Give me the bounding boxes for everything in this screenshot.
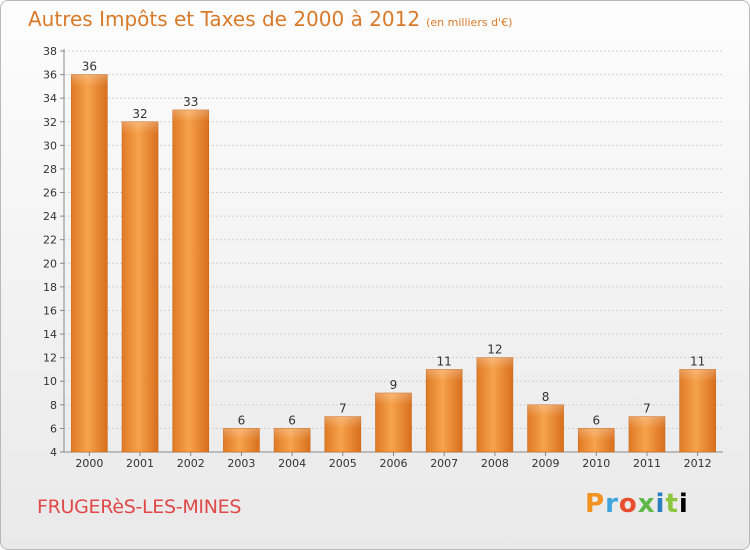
- bar-highlight: [628, 416, 665, 429]
- bar-highlight: [679, 369, 716, 382]
- y-tick-label: 30: [43, 139, 57, 152]
- x-tick-label: 2000: [75, 457, 103, 470]
- y-tick-label: 8: [50, 399, 57, 412]
- y-tick-label: 26: [43, 187, 57, 200]
- bar: [425, 369, 463, 453]
- bar-highlight: [172, 109, 209, 122]
- y-tick-label: 22: [43, 234, 57, 247]
- bar-value-label: 6: [288, 413, 296, 427]
- bar-value-label: 33: [183, 95, 198, 109]
- bar-highlight: [375, 393, 412, 406]
- bar-value-label: 11: [437, 354, 452, 368]
- x-tick-label: 2006: [380, 457, 408, 470]
- bar-highlight: [324, 416, 361, 429]
- x-tick-label: 2005: [329, 457, 357, 470]
- y-tick-label: 4: [50, 446, 57, 459]
- bar-highlight: [274, 428, 311, 441]
- commune-name: FRUGERèS-LES-MINES: [37, 496, 242, 518]
- y-tick-label: 34: [43, 92, 57, 105]
- bar-value-label: 9: [390, 378, 398, 392]
- bar-value-label: 12: [487, 343, 502, 357]
- bar: [71, 74, 108, 453]
- y-tick-label: 16: [43, 304, 57, 317]
- bar-highlight: [426, 369, 463, 382]
- x-tick-label: 2004: [278, 457, 306, 470]
- y-tick-label: 36: [43, 69, 57, 82]
- x-tick-label: 2001: [126, 457, 154, 470]
- bar-highlight: [476, 357, 513, 370]
- x-tick-label: 2008: [481, 457, 509, 470]
- x-tick-label: 2012: [684, 457, 712, 470]
- bar-value-label: 7: [339, 402, 347, 416]
- y-tick-label: 28: [43, 163, 57, 176]
- y-tick-label: 14: [43, 328, 57, 341]
- x-tick-label: 2002: [177, 457, 205, 470]
- chart-title: Autres Impôts et Taxes de 2000 à 2012 (en…: [28, 7, 512, 31]
- bar: [121, 121, 159, 453]
- y-tick-label: 24: [43, 210, 57, 223]
- bar-highlight: [122, 121, 159, 134]
- y-tick-label: 20: [43, 257, 57, 270]
- bar-value-label: 36: [82, 60, 97, 74]
- bar: [476, 357, 514, 453]
- proxiti-logo: Proxiti: [585, 489, 689, 519]
- x-tick-label: 2003: [227, 457, 255, 470]
- chart-title-text: Autres Impôts et Taxes de 2000 à 2012: [28, 7, 421, 31]
- bar-highlight: [223, 428, 260, 441]
- y-tick-label: 32: [43, 116, 57, 129]
- y-tick-label: 12: [43, 352, 57, 365]
- bar: [679, 369, 716, 453]
- bar-value-label: 7: [643, 402, 651, 416]
- y-tick-label: 6: [50, 422, 57, 435]
- x-tick-label: 2010: [582, 457, 610, 470]
- bar-value-label: 6: [592, 413, 600, 427]
- bar-highlight: [527, 404, 564, 417]
- y-tick-label: 10: [43, 375, 57, 388]
- unit-label: (en milliers d'€): [426, 16, 513, 29]
- x-tick-label: 2009: [532, 457, 560, 470]
- bar-value-label: 32: [132, 107, 147, 121]
- bar-value-label: 6: [238, 413, 246, 427]
- bar: [172, 109, 210, 453]
- y-tick-label: 38: [43, 45, 57, 58]
- y-tick-label: 18: [43, 281, 57, 294]
- bar-highlight: [578, 428, 615, 441]
- bar-highlight: [71, 74, 108, 87]
- bar-value-label: 11: [690, 354, 705, 368]
- x-tick-label: 2011: [633, 457, 661, 470]
- bar-value-label: 8: [542, 390, 550, 404]
- x-tick-label: 2007: [430, 457, 458, 470]
